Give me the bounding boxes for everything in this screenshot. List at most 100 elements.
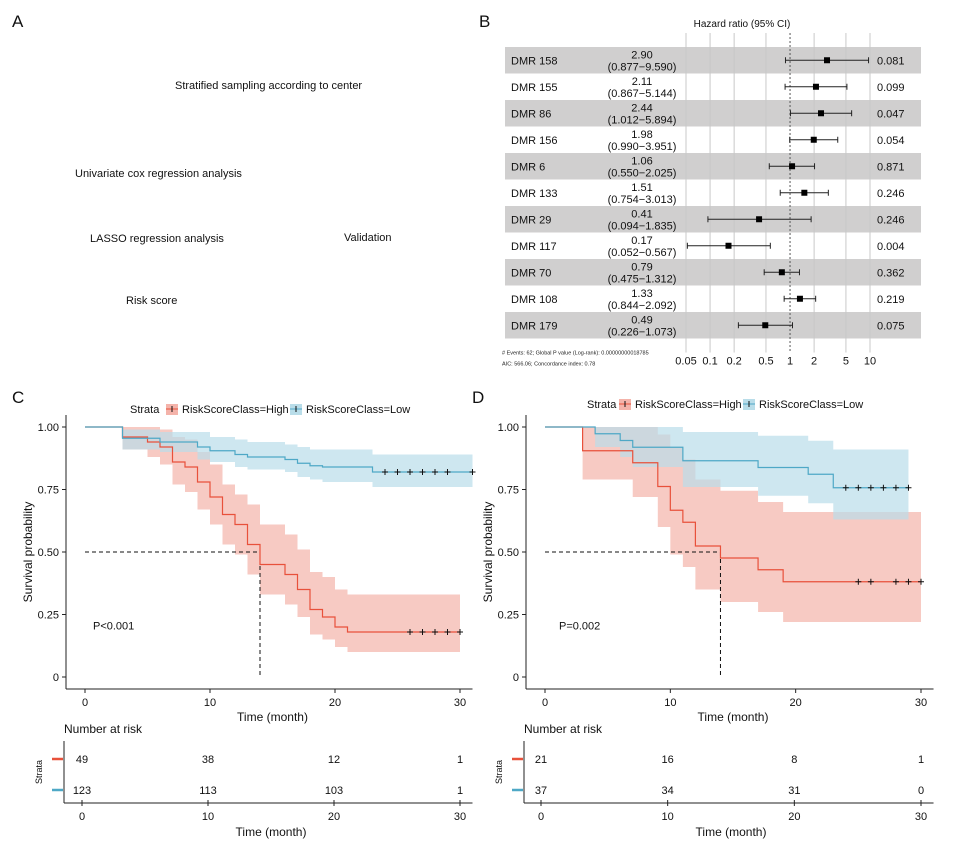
- confidence-band: [85, 427, 460, 652]
- forest-hr-marker: [789, 163, 796, 170]
- x-tick-label: 20: [790, 697, 802, 709]
- forest-row-hr: 0.49: [631, 314, 652, 326]
- forest-row-pvalue: 0.004: [877, 241, 905, 253]
- risk-table-count: 123: [73, 785, 91, 797]
- y-tick-label: 0.25: [38, 610, 59, 622]
- legend-label: RiskScoreClass=High: [182, 404, 289, 416]
- forest-row-pvalue: 0.362: [877, 267, 905, 279]
- forest-row-ci: (0.475−1.312): [608, 273, 677, 285]
- y-axis-label: Survival probability: [481, 502, 495, 603]
- forest-row-ci: (0.867−5.144): [608, 88, 677, 100]
- y-tick-label: 0.50: [498, 547, 519, 559]
- forest-row-hr: 0.79: [631, 261, 652, 273]
- y-tick-label: 0: [513, 672, 519, 684]
- forest-row-ci: (0.754−3.013): [608, 194, 677, 206]
- forest-row-hr: 1.06: [631, 155, 652, 167]
- forest-row-label: DMR 179: [511, 320, 557, 332]
- risk-table-title: Number at risk: [524, 722, 603, 736]
- x-tick-label: 0: [542, 697, 548, 709]
- risk-table-count: 37: [535, 785, 547, 797]
- risk-table-x-tick-label: 30: [454, 811, 466, 823]
- forest-row-label: DMR 108: [511, 294, 557, 306]
- panel-letter-d: D: [472, 388, 485, 407]
- forest-row-ci: (0.550−2.025): [608, 167, 677, 179]
- forest-row-hr: 2.44: [631, 102, 652, 114]
- forest-row-pvalue: 0.246: [877, 188, 905, 200]
- p-value-label: P=0.002: [559, 621, 600, 633]
- x-tick-label: 10: [664, 697, 676, 709]
- x-tick-label: 20: [329, 697, 341, 709]
- survival-curve: [85, 426, 460, 633]
- y-tick-label: 1.00: [38, 422, 59, 434]
- risk-table-count: 103: [325, 785, 343, 797]
- forest-footnote: # Events: 62; Global P value (Log-rank):…: [502, 351, 649, 357]
- risk-table-count: 49: [76, 754, 88, 766]
- risk-table-count: 34: [662, 785, 674, 797]
- risk-table-x-tick-label: 20: [788, 811, 800, 823]
- forest-hr-marker: [801, 189, 808, 196]
- forest-xtick-label: 5: [843, 356, 849, 368]
- forest-hr-marker: [725, 242, 732, 249]
- forest-xtick-label: 0.2: [726, 356, 741, 368]
- forest-row-pvalue: 0.047: [877, 108, 905, 120]
- risk-table-x-tick-label: 10: [662, 811, 674, 823]
- risk-table-count: 31: [788, 785, 800, 797]
- risk-table-count: 16: [662, 754, 674, 766]
- forest-row-pvalue: 0.871: [877, 161, 905, 173]
- risk-table-y-label: Strata: [34, 760, 44, 784]
- forest-row-pvalue: 0.081: [877, 55, 905, 67]
- x-tick-label: 30: [915, 697, 927, 709]
- forest-xtick-label: 2: [811, 356, 817, 368]
- x-axis-label: Time (month): [698, 710, 769, 724]
- x-tick-label: 30: [454, 697, 466, 709]
- forest-xtick-label: 0.1: [702, 356, 717, 368]
- forest-row-ci: (0.877−9.590): [608, 61, 677, 73]
- forest-row-shade: [505, 312, 921, 339]
- risk-table-x-tick-label: 0: [79, 811, 85, 823]
- legend-title: Strata: [130, 404, 160, 416]
- forest-hr-marker: [824, 57, 831, 64]
- panel-letter-c: C: [12, 388, 25, 407]
- forest-hr-marker: [812, 83, 819, 90]
- y-tick-label: 1.00: [498, 422, 519, 434]
- forest-xtick-label: 1: [787, 356, 793, 368]
- forest-row-pvalue: 0.075: [877, 320, 905, 332]
- forest-row-ci: (0.990−3.951): [608, 141, 677, 153]
- risk-table-count: 1: [457, 754, 463, 766]
- forest-row-hr: 1.51: [631, 182, 652, 194]
- x-tick-label: 10: [204, 697, 216, 709]
- risk-table-count: 8: [791, 754, 797, 766]
- p-value-label: P<0.001: [93, 621, 134, 633]
- forest-xtick-label: 10: [864, 356, 876, 368]
- forest-hr-marker: [818, 110, 825, 117]
- forest-row-label: DMR 117: [511, 241, 557, 253]
- confidence-band: [545, 427, 909, 520]
- forest-hr-marker: [756, 216, 763, 223]
- forest-row-pvalue: 0.219: [877, 294, 905, 306]
- survival-curve: [85, 426, 473, 473]
- panel-letter-b: B: [479, 12, 491, 31]
- forest-hr-marker: [762, 322, 769, 329]
- x-axis-label: Time (month): [237, 710, 308, 724]
- forest-row-ci: (0.226−1.073): [608, 326, 677, 338]
- workflow-step-univariate-cox: Univariate cox regression analysis: [75, 168, 242, 180]
- forest-hr-marker: [796, 295, 803, 302]
- forest-footnote: AIC: 566.06; Concordance index: 0.78: [502, 362, 595, 368]
- forest-row-hr: 1.33: [631, 288, 652, 300]
- forest-title: Hazard ratio (95% CI): [694, 19, 791, 30]
- survival-curve: [545, 426, 909, 489]
- workflow-step-stratified-sampling: Stratified sampling according to center: [175, 80, 363, 92]
- legend-title: Strata: [587, 399, 617, 411]
- forest-row-label: DMR 158: [511, 55, 557, 67]
- risk-table-x-tick-label: 0: [538, 811, 544, 823]
- forest-row-hr: 0.41: [631, 208, 652, 220]
- risk-table-x-axis-label: Time (month): [696, 825, 767, 839]
- y-axis-label: Survival probability: [21, 502, 35, 603]
- y-tick-label: 0.50: [38, 547, 59, 559]
- forest-row-hr: 0.17: [631, 235, 652, 247]
- risk-table-count: 113: [199, 785, 217, 797]
- forest-row-hr: 2.11: [632, 76, 653, 88]
- risk-table-count: 38: [202, 754, 214, 766]
